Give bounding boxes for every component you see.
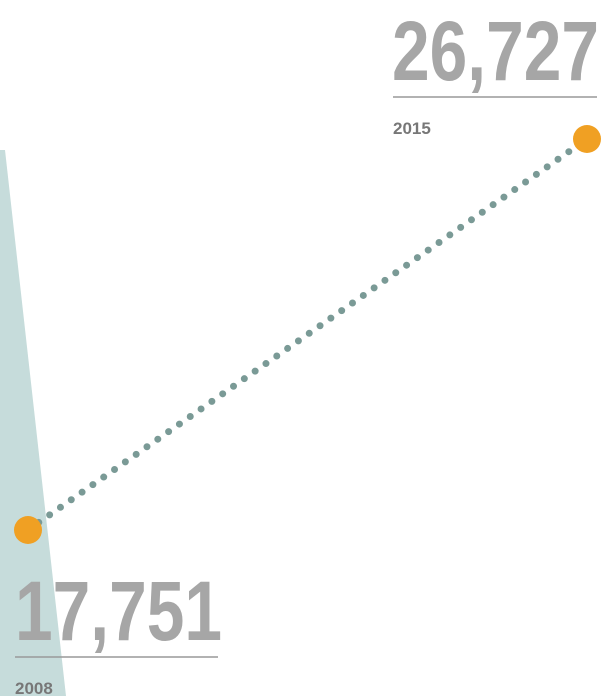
value-label: 26,727 (392, 4, 599, 98)
decor-wedge (0, 150, 66, 696)
value-label: 17,751 (15, 564, 222, 658)
year-label: 2015 (393, 119, 431, 138)
dotted-line (24, 135, 591, 534)
data-point (14, 516, 42, 544)
data-point (573, 125, 601, 153)
year-label: 2008 (15, 679, 53, 696)
